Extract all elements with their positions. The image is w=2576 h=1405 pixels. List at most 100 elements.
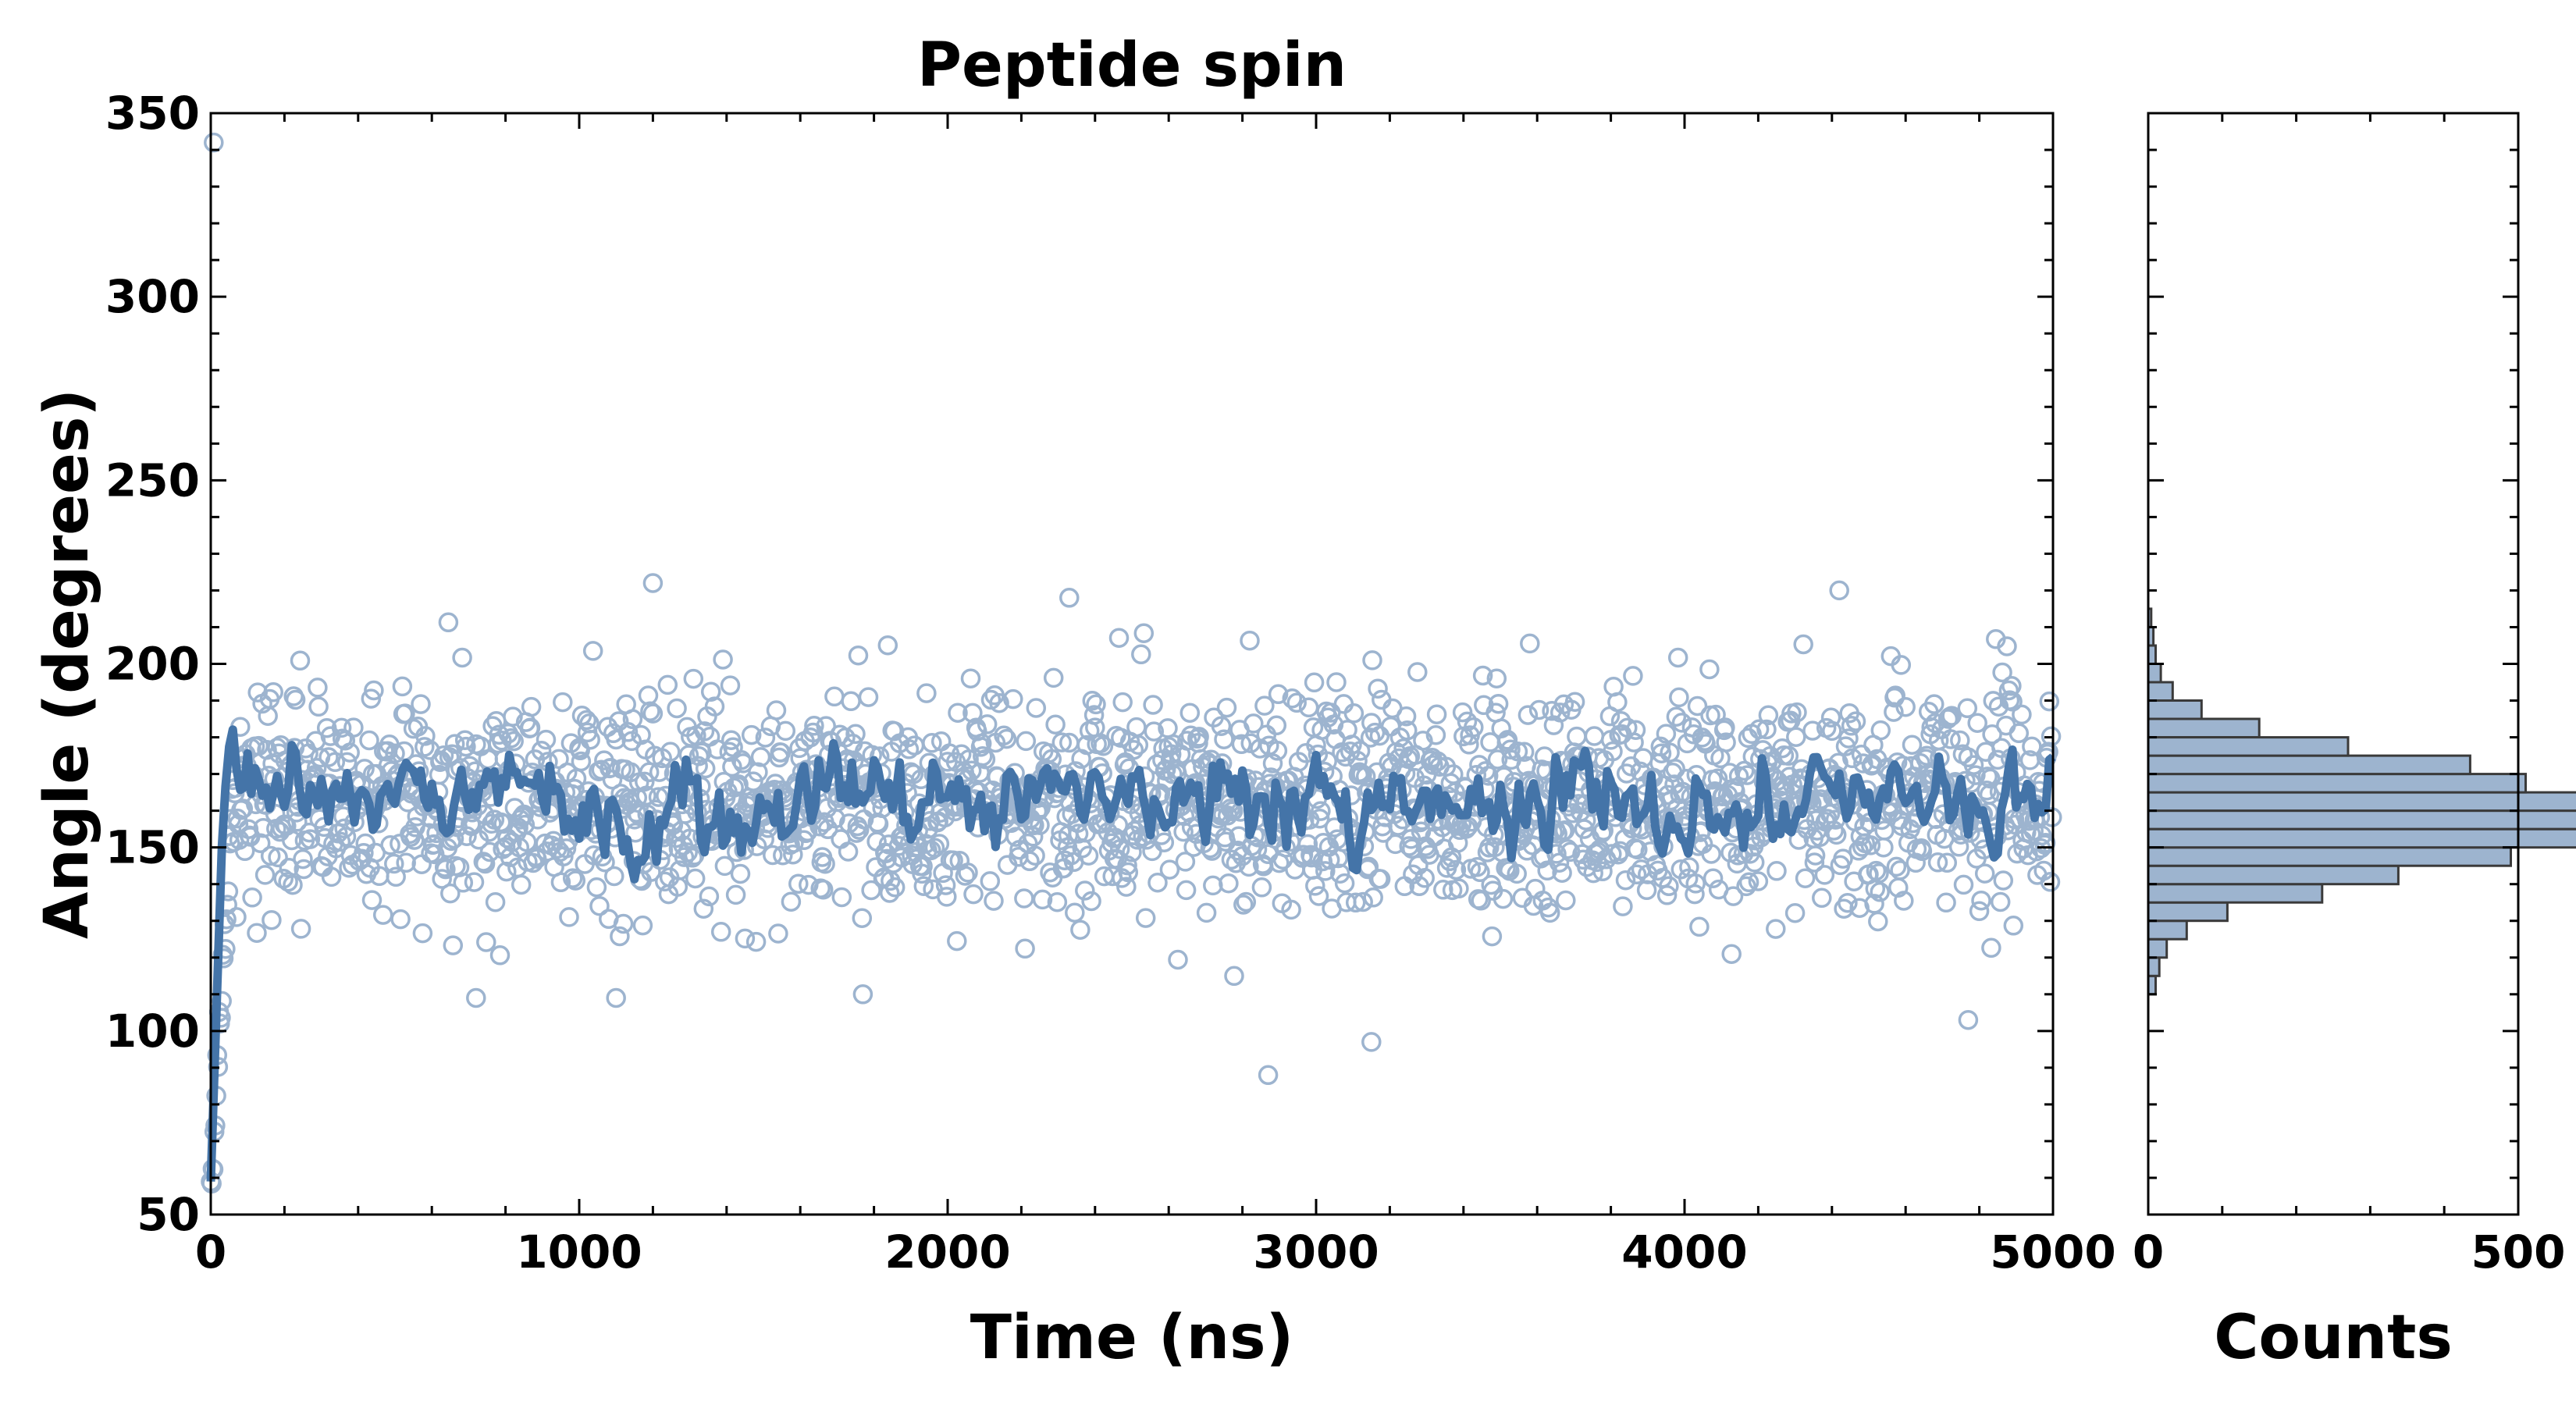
scatter-point (412, 923, 433, 944)
scatter-point (955, 866, 976, 886)
scatter-point (1305, 876, 1325, 896)
main-scatter-panel: 0 1000 2000 3000 4000 5000 50 100 150 200 250 300 35… (32, 30, 2116, 1373)
scatter-point (1179, 702, 1201, 723)
scatter-point (386, 866, 406, 887)
scatter-point (1472, 665, 1493, 686)
scatter-point (1895, 696, 1916, 717)
scatter-point (1613, 896, 1633, 916)
scatter-point (247, 923, 267, 943)
scatter-point (1715, 717, 1735, 738)
scatter-point (996, 728, 1017, 749)
scatter-point (1829, 580, 1849, 601)
scatter-point (1433, 880, 1453, 900)
scatter-point (783, 844, 803, 865)
scatter-point (1514, 742, 1535, 762)
scatter-point (1231, 734, 1252, 755)
scatter-point (1804, 852, 1825, 873)
histogram-bar (2147, 717, 2261, 738)
scatter-point (1793, 634, 1813, 655)
scatter-point (704, 696, 725, 717)
scatter-point (278, 871, 298, 892)
scatter-point (582, 641, 603, 661)
scatter-point (1043, 667, 1064, 688)
scatter-point (330, 831, 351, 852)
scatter-point (1016, 731, 1037, 752)
scatter-point (1068, 823, 1089, 844)
scatter-point (1313, 832, 1334, 853)
scatter-point (1628, 839, 1648, 860)
scatter-point (1758, 705, 1779, 726)
scatter-point (254, 865, 276, 885)
scatter-point (735, 928, 756, 949)
histogram-x-tick-label: 500 (2471, 1225, 2565, 1279)
scatter-point (1470, 862, 1490, 883)
histogram-plot-frame (2147, 112, 2520, 1216)
scatter-point (2040, 872, 2061, 892)
scatter-point (1868, 911, 1888, 932)
scatter-point (440, 883, 461, 904)
scatter-point (478, 749, 498, 770)
histogram-bar (2147, 773, 2527, 794)
scatter-point (263, 681, 283, 702)
scatter-point (2039, 691, 2060, 712)
scatter-point (340, 742, 360, 763)
scatter-point (1286, 692, 1307, 713)
scatter-point (1707, 768, 1728, 789)
scatter-point (632, 915, 653, 936)
scatter-point (924, 838, 945, 858)
scatter-point (1685, 873, 1706, 894)
scatter-point (1147, 872, 1168, 893)
scatter-point (1488, 693, 1509, 714)
scatter-point (553, 692, 573, 713)
scatter-point (848, 645, 869, 666)
scatter-point (741, 724, 762, 745)
scatter-point (1936, 892, 1956, 913)
scatter-point (1891, 655, 1912, 675)
scatter-point (361, 890, 382, 910)
scatter-point (1520, 633, 1540, 654)
scatter-point (1756, 719, 1777, 740)
scatter-point (1128, 735, 1149, 756)
scatter-point (283, 874, 303, 895)
scatter-point (1603, 741, 1623, 762)
histogram-bars-group (2147, 607, 2576, 996)
scatter-point (1853, 753, 1873, 774)
scatter-point (1890, 860, 1910, 880)
scatter-point (1414, 868, 1435, 888)
scatter-point (1093, 735, 1114, 756)
scatter-point (683, 668, 704, 689)
scatter-point (922, 733, 942, 753)
scatter-point (1623, 666, 1643, 686)
scatter-point (1091, 733, 1111, 754)
scatter-point (1969, 901, 1990, 922)
scatter-point (334, 818, 354, 839)
y-tick-label: 50 (137, 1188, 200, 1241)
scatter-point (1131, 644, 1151, 665)
scatter-point (1109, 838, 1130, 859)
scatter-point (1482, 926, 1503, 947)
scatter-point (336, 827, 357, 847)
scatter-point (694, 721, 715, 742)
scatter-point (1236, 891, 1257, 912)
scatter-point (1885, 685, 1905, 706)
scatter-point (1380, 717, 1401, 737)
y-tick-label: 100 (105, 1005, 200, 1058)
scatter-point (1023, 827, 1044, 847)
scatter-point (1737, 765, 1757, 785)
scatter-point (1937, 852, 1958, 873)
scatter-point (1997, 636, 2017, 656)
scatter-point (1517, 705, 1539, 725)
scatter-point (1841, 716, 1862, 736)
scatter-point (1301, 847, 1322, 868)
scatter-point (879, 883, 900, 903)
x-axis-title: Time (ns) (970, 1303, 1294, 1373)
scatter-point (1744, 852, 1765, 873)
scatter-point (1958, 1009, 1979, 1030)
scatter-point (1254, 695, 1275, 716)
scatter-point (654, 871, 675, 892)
scatter-point (1584, 726, 1605, 746)
scatter-point (290, 650, 311, 671)
scatter-point (1795, 868, 1816, 888)
scatter-point (1749, 719, 1770, 740)
scatter-point (343, 717, 364, 738)
